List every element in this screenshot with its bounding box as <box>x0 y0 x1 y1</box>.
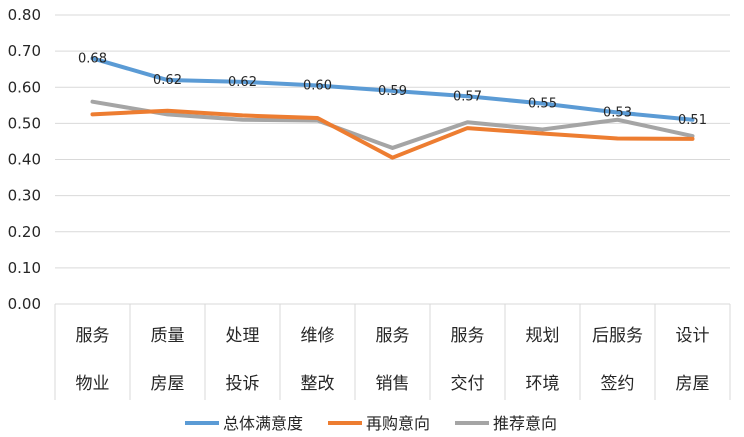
y-tick-label: 0.20 <box>8 223 41 241</box>
data-labels: 0.68 0.62 0.62 0.60 0.59 0.57 0.55 0.53 0.51 <box>78 51 707 127</box>
x-tick-label: 服务 <box>76 326 110 346</box>
y-tick-label: 0.60 <box>8 78 41 96</box>
data-label: 0.51 <box>678 113 707 128</box>
data-label: 0.62 <box>153 73 182 88</box>
y-tick-label: 0.80 <box>8 6 41 24</box>
x-tick-label: 销售 <box>376 374 410 394</box>
data-label: 0.62 <box>228 75 257 90</box>
legend-label: 推荐意向 <box>493 414 557 433</box>
x-tick-label: 投诉 <box>226 374 260 394</box>
x-tick-label: 质量 <box>151 326 185 346</box>
x-tick-label: 房屋 <box>676 374 710 394</box>
legend-label: 再购意向 <box>366 414 430 433</box>
series-lines <box>90 56 695 160</box>
y-tick-label: 0.10 <box>8 259 41 277</box>
y-axis: 0.00 0.10 0.20 0.30 0.40 0.50 0.60 0.70 0.80 <box>8 6 41 313</box>
y-tick-label: 0.30 <box>8 187 41 205</box>
y-tick-label: 0.50 <box>8 114 41 132</box>
data-label: 0.57 <box>453 89 482 104</box>
x-tick-label: 交付 <box>451 374 485 394</box>
data-label: 0.59 <box>378 84 407 99</box>
data-label: 0.55 <box>528 97 557 112</box>
y-tick-label: 0.70 <box>8 42 41 60</box>
x-tick-label: 整改 <box>301 374 335 394</box>
data-label: 0.60 <box>303 78 332 93</box>
x-tick-label: 房屋 <box>151 374 185 394</box>
x-tick-label: 规划 <box>526 326 560 346</box>
data-label: 0.68 <box>78 51 107 66</box>
legend-label: 总体满意度 <box>223 414 303 433</box>
series-line <box>90 99 695 150</box>
x-tick-label: 物业 <box>76 374 110 394</box>
y-tick-label: 0.40 <box>8 151 41 169</box>
legend: 总体满意度 再购意向 推荐意向 <box>185 414 557 433</box>
x-tick-label: 维修 <box>301 326 335 346</box>
x-tick-label: 服务 <box>376 326 410 346</box>
x-tick-label: 签约 <box>601 374 635 394</box>
x-tick-label: 处理 <box>226 326 260 346</box>
data-label: 0.53 <box>603 106 632 121</box>
y-tick-label: 0.00 <box>8 295 41 313</box>
x-tick-label: 设计 <box>676 326 710 346</box>
x-tick-label: 后服务 <box>592 326 643 346</box>
x-tick-label: 服务 <box>451 326 485 346</box>
x-tick-label: 环境 <box>526 374 560 394</box>
series-line <box>90 56 695 122</box>
series-line <box>90 108 695 160</box>
